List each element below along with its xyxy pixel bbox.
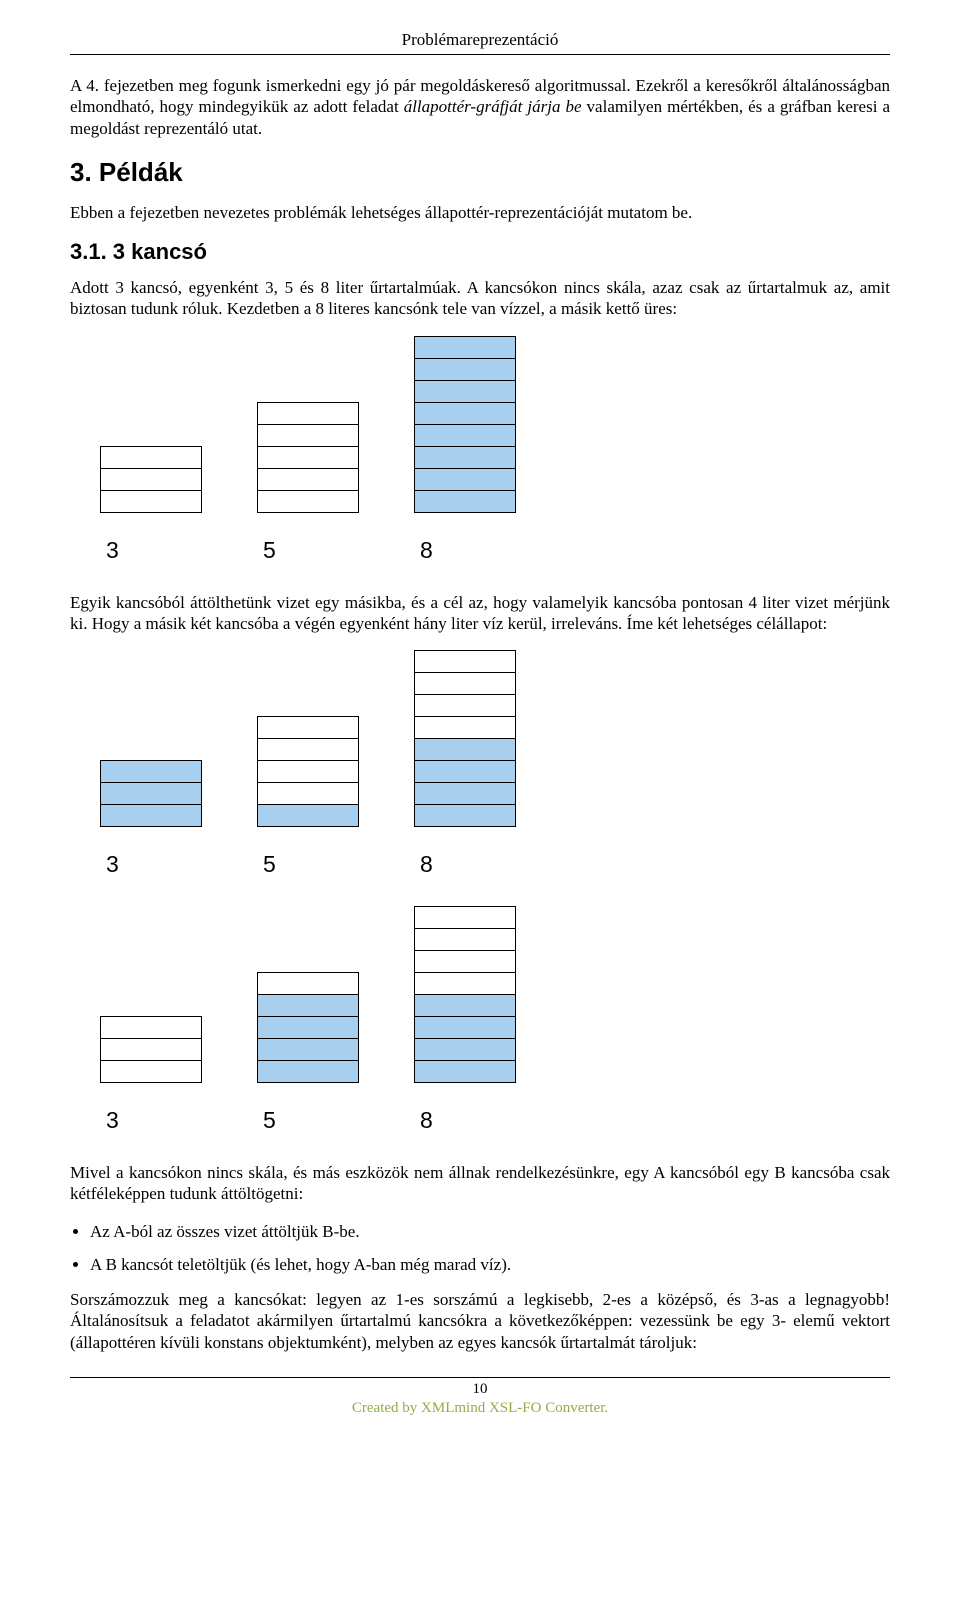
header-rule [70,54,890,55]
jug-level-filled [101,782,201,804]
jug-label: 8 [420,851,433,878]
jug-level-empty [101,1038,201,1060]
jug-level-filled [415,782,515,804]
jug-level-empty [258,468,358,490]
jug-level-filled [415,1016,515,1038]
converter-credit: Created by XMLmind XSL-FO Converter. [70,1399,890,1419]
jug-level-filled [415,804,515,826]
jug-level-filled [101,760,201,782]
jug-level-empty [415,972,515,994]
jug-level-empty [258,446,358,468]
jug-level-filled [415,490,515,512]
jug-level-empty [101,1060,201,1082]
jug-body [257,716,359,827]
jug: 8 [414,650,516,878]
jug-body [414,906,516,1083]
jug-level-empty [258,490,358,512]
jug-label: 3 [106,851,119,878]
jug-level-empty [101,490,201,512]
page-number: 10 [70,1380,890,1400]
jug-body [100,446,202,513]
jug-level-filled [415,1060,515,1082]
jug-level-filled [258,804,358,826]
section-3-1-p2: Egyik kancsóból áttölthetünk vizet egy m… [70,592,890,635]
section-3-heading: 3. Példák [70,157,890,188]
jug-level-empty [415,650,515,672]
jug-label: 3 [106,1107,119,1134]
page-footer: 10 Created by XMLmind XSL-FO Converter. [70,1377,890,1419]
jug-label: 8 [420,1107,433,1134]
jug-label: 5 [263,851,276,878]
jug-label: 8 [420,537,433,564]
jug-level-filled [415,468,515,490]
jug-level-filled [415,1038,515,1060]
intro-paragraph: A 4. fejezetben meg fogunk ismerkedni eg… [70,75,890,139]
jug-level-empty [415,950,515,972]
jug-level-empty [415,672,515,694]
jug-level-filled [415,358,515,380]
jug-level-filled [415,446,515,468]
jug-level-filled [415,424,515,446]
jug-level-filled [258,1016,358,1038]
jug-level-filled [258,1060,358,1082]
jug-level-filled [415,336,515,358]
jug-level-empty [101,446,201,468]
jug: 8 [414,906,516,1134]
jug-level-filled [415,738,515,760]
jug-level-empty [415,906,515,928]
jug-diagram-1: 3 5 8 [100,336,890,564]
jug-body [414,650,516,827]
jug-body [100,760,202,827]
jug-level-empty [258,716,358,738]
jug-body [257,402,359,513]
jug: 5 [257,402,359,564]
jug: 5 [257,716,359,878]
jug-level-empty [415,694,515,716]
jug-body [100,1016,202,1083]
jug-level-filled [258,1038,358,1060]
jug-diagram-3: 3 5 8 [100,906,890,1134]
jug-level-empty [415,716,515,738]
jug: 3 [100,760,202,878]
jug-level-empty [258,402,358,424]
jug-level-filled [415,402,515,424]
jug: 3 [100,1016,202,1134]
jug-label: 3 [106,537,119,564]
page-header-title: Problémareprezentáció [70,30,890,50]
jug-diagram-2: 3 5 8 [100,650,890,878]
jug: 8 [414,336,516,564]
jug-label: 5 [263,537,276,564]
section-3-1-p3: Mivel a kancsókon nincs skála, és más es… [70,1162,890,1205]
section-3-paragraph: Ebben a fejezetben nevezetes problémák l… [70,202,890,223]
jug-level-filled [101,804,201,826]
section-3-1-heading: 3.1. 3 kancsó [70,239,890,265]
jug-label: 5 [263,1107,276,1134]
jug-level-filled [415,760,515,782]
jug-level-empty [258,424,358,446]
section-3-1-p4: Sorszámozzuk meg a kancsókat: legyen az … [70,1289,890,1353]
list-item: Az A-ból az összes vizet áttöltjük B-be. [90,1221,890,1242]
jug-level-empty [415,928,515,950]
section-3-1-p1: Adott 3 kancsó, egyenként 3, 5 és 8 lite… [70,277,890,320]
jug-body [414,336,516,513]
jug-body [257,972,359,1083]
jug: 5 [257,972,359,1134]
jug-level-empty [101,468,201,490]
jug-level-empty [258,972,358,994]
footer-rule [70,1377,890,1378]
jug: 3 [100,446,202,564]
jug-level-filled [415,380,515,402]
jug-level-empty [258,738,358,760]
transfer-rules-list: Az A-ból az összes vizet áttöltjük B-be.… [70,1221,890,1276]
list-item: A B kancsót teletöltjük (és lehet, hogy … [90,1254,890,1275]
jug-level-filled [258,994,358,1016]
jug-level-empty [258,760,358,782]
intro-text-italic: állapottér-gráfját járja be [404,97,582,116]
jug-level-empty [101,1016,201,1038]
jug-level-empty [258,782,358,804]
jug-level-filled [415,994,515,1016]
